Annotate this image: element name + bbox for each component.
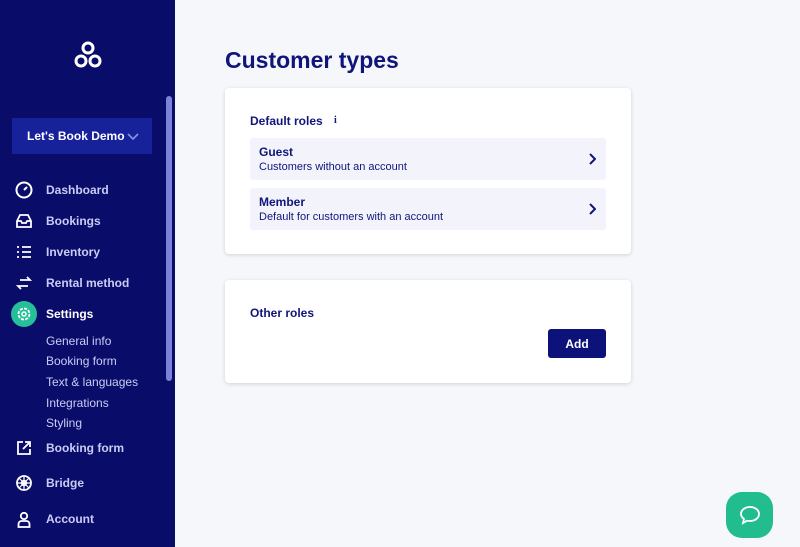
sidebar-item-inventory[interactable]: Inventory: [0, 240, 165, 264]
help-chat-button[interactable]: [726, 492, 773, 538]
role-member[interactable]: Member Default for customers with an acc…: [250, 188, 606, 230]
sidebar-item-booking-form[interactable]: Booking form: [0, 436, 165, 460]
dashboard-icon: [12, 178, 36, 202]
main-content: Customer types Default roles i Guest Cus…: [175, 0, 800, 547]
arrows-icon: [12, 271, 36, 295]
sidebar-subitem-booking-form[interactable]: Booking form: [46, 354, 117, 368]
wheel-icon: [12, 471, 36, 495]
role-name: Member: [259, 195, 306, 209]
role-description: Customers without an account: [259, 161, 407, 173]
other-roles-card: Other roles Add: [225, 280, 631, 383]
role-description: Default for customers with an account: [259, 211, 444, 223]
sidebar: Let's Book Demo Dashboard Bookings Inven…: [0, 0, 175, 547]
sidebar-item-label: Bookings: [46, 214, 101, 228]
org-selector-label: Let's Book Demo: [27, 129, 125, 143]
external-link-icon: [12, 436, 36, 460]
gear-icon: [11, 301, 37, 327]
sidebar-item-rental-method[interactable]: Rental method: [0, 271, 165, 295]
inbox-icon: [12, 209, 36, 233]
sidebar-item-bookings[interactable]: Bookings: [0, 209, 165, 233]
chevron-right-icon: [589, 203, 596, 215]
sidebar-item-account[interactable]: Account: [0, 507, 165, 531]
user-icon: [12, 507, 36, 531]
chat-bubble-icon: [739, 506, 760, 525]
sidebar-item-label: Rental method: [46, 276, 130, 290]
sidebar-item-label: Bridge: [46, 476, 85, 490]
sidebar-subitem-text-languages[interactable]: Text & languages: [46, 375, 139, 389]
sidebar-subitem-styling[interactable]: Styling: [46, 416, 83, 430]
sidebar-item-label: Settings: [46, 307, 94, 321]
page-title: Customer types: [225, 47, 399, 73]
svg-text:i: i: [334, 115, 337, 125]
chevron-down-icon: [127, 133, 139, 141]
default-roles-card: Default roles i Guest Customers without …: [225, 88, 631, 254]
sidebar-subitem-general-info[interactable]: General info: [46, 334, 112, 348]
other-roles-title: Other roles: [250, 306, 315, 320]
info-icon[interactable]: i: [330, 113, 342, 125]
sidebar-scrollbar[interactable]: [166, 96, 172, 381]
list-icon: [12, 240, 36, 264]
logo-icon: [74, 41, 102, 68]
sidebar-item-label: Dashboard: [46, 183, 109, 197]
role-name: Guest: [259, 145, 294, 159]
sidebar-item-label: Account: [46, 512, 94, 526]
chevron-right-icon: [589, 153, 596, 165]
default-roles-title: Default roles: [250, 114, 323, 128]
sidebar-item-bridge[interactable]: Bridge: [0, 471, 165, 495]
sidebar-item-label: Booking form: [46, 441, 124, 455]
org-selector[interactable]: Let's Book Demo: [12, 118, 152, 154]
role-guest[interactable]: Guest Customers without an account: [250, 138, 606, 180]
sidebar-item-dashboard[interactable]: Dashboard: [0, 178, 165, 202]
sidebar-item-settings[interactable]: Settings: [0, 301, 165, 327]
add-role-button[interactable]: Add: [548, 329, 606, 358]
sidebar-item-label: Inventory: [46, 245, 101, 259]
sidebar-subitem-integrations[interactable]: Integrations: [46, 396, 109, 410]
